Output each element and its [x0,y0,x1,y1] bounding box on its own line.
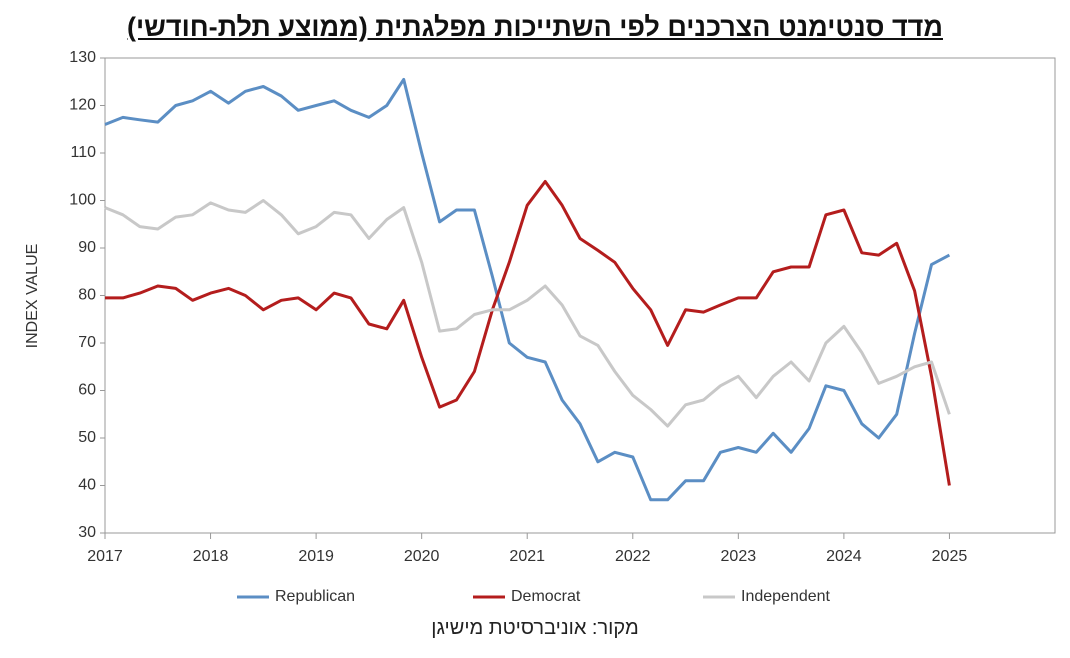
x-tick-label: 2018 [193,548,229,565]
series-line [105,180,951,486]
y-tick-label: 70 [78,334,96,351]
legend-label: Independent [741,588,831,605]
legend-label: Democrat [511,588,581,605]
y-tick-label: 50 [78,429,96,446]
x-tick-label: 2021 [509,548,545,565]
x-tick-label: 2023 [721,548,757,565]
x-tick-label: 2024 [826,548,862,565]
chart-title: מדד סנטימנט הצרכנים לפי השתייכות מפלגתית… [127,12,943,42]
y-tick-label: 90 [78,239,96,256]
y-tick-label: 30 [78,524,96,541]
x-tick-label: 2022 [615,548,651,565]
source: מקור: אוניברסיטת מישיגן [431,617,639,639]
legend-label: Republican [275,588,355,605]
y-tick-label: 110 [70,144,96,161]
x-tick-label: 2019 [298,548,334,565]
y-axis-label: INDEX VALUE [24,244,41,349]
y-tick-label: 40 [78,477,96,494]
y-tick-label: 60 [78,382,96,399]
x-tick-label: 2020 [404,548,440,565]
y-tick-label: 80 [78,287,96,304]
series-line [104,77,951,502]
series-line [104,199,951,428]
x-tick-label: 2025 [932,548,968,565]
x-tick-label: 2017 [87,548,123,565]
y-tick-label: 120 [69,97,96,114]
y-tick-label: 130 [69,49,96,66]
y-tick-label: 100 [69,192,96,209]
